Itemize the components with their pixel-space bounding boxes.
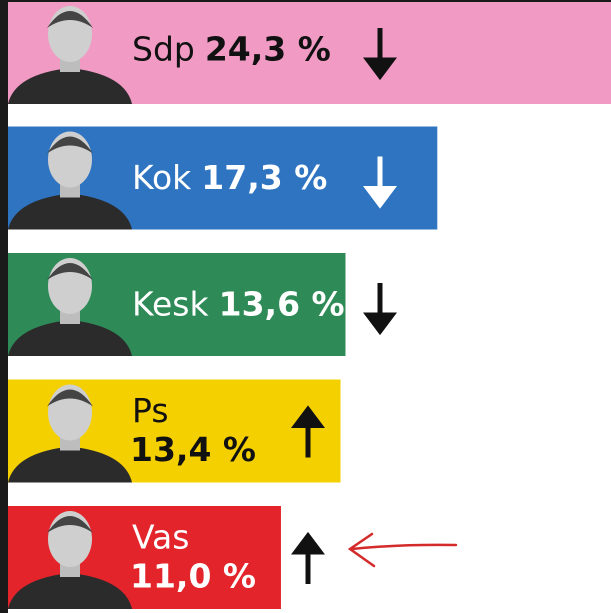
portrait [8, 384, 132, 483]
portrait-hair [47, 263, 93, 280]
portrait [8, 258, 132, 356]
portrait-shoulders [8, 320, 132, 356]
value-label: 13,6 % [219, 285, 345, 324]
portrait [8, 131, 132, 230]
party-name: Sdp [132, 30, 195, 69]
annotation-arrow-head [347, 532, 376, 568]
trend-arrow [291, 531, 325, 584]
value-label: 24,3 % [205, 30, 331, 69]
portrait-hair [47, 389, 93, 407]
party-name: Kok [132, 158, 192, 197]
party-name: Ps [132, 391, 169, 430]
trend-arrow [363, 283, 397, 336]
portrait [8, 6, 132, 104]
portrait-shoulders [8, 193, 132, 230]
portrait-shoulders [8, 573, 132, 609]
party-name: Vas [132, 518, 189, 557]
value-label: 17,3 % [201, 158, 327, 197]
top-border [0, 0, 611, 2]
annotation-arrow [347, 532, 458, 568]
portrait-hair [47, 11, 93, 28]
trend-arrow [363, 28, 397, 81]
party-name: Kesk [132, 285, 209, 324]
left-border [0, 0, 8, 613]
portrait [8, 511, 132, 609]
portrait-hair [47, 136, 93, 154]
value-label: 11,0 % [130, 557, 256, 596]
portrait-shoulders [8, 68, 132, 104]
trend-arrow [363, 156, 397, 209]
portrait-hair [47, 516, 93, 533]
trend-arrow [291, 405, 325, 458]
value-label: 13,4 % [130, 430, 256, 469]
portrait-shoulders [8, 446, 132, 483]
annotation-arrow-shaft [350, 543, 458, 551]
